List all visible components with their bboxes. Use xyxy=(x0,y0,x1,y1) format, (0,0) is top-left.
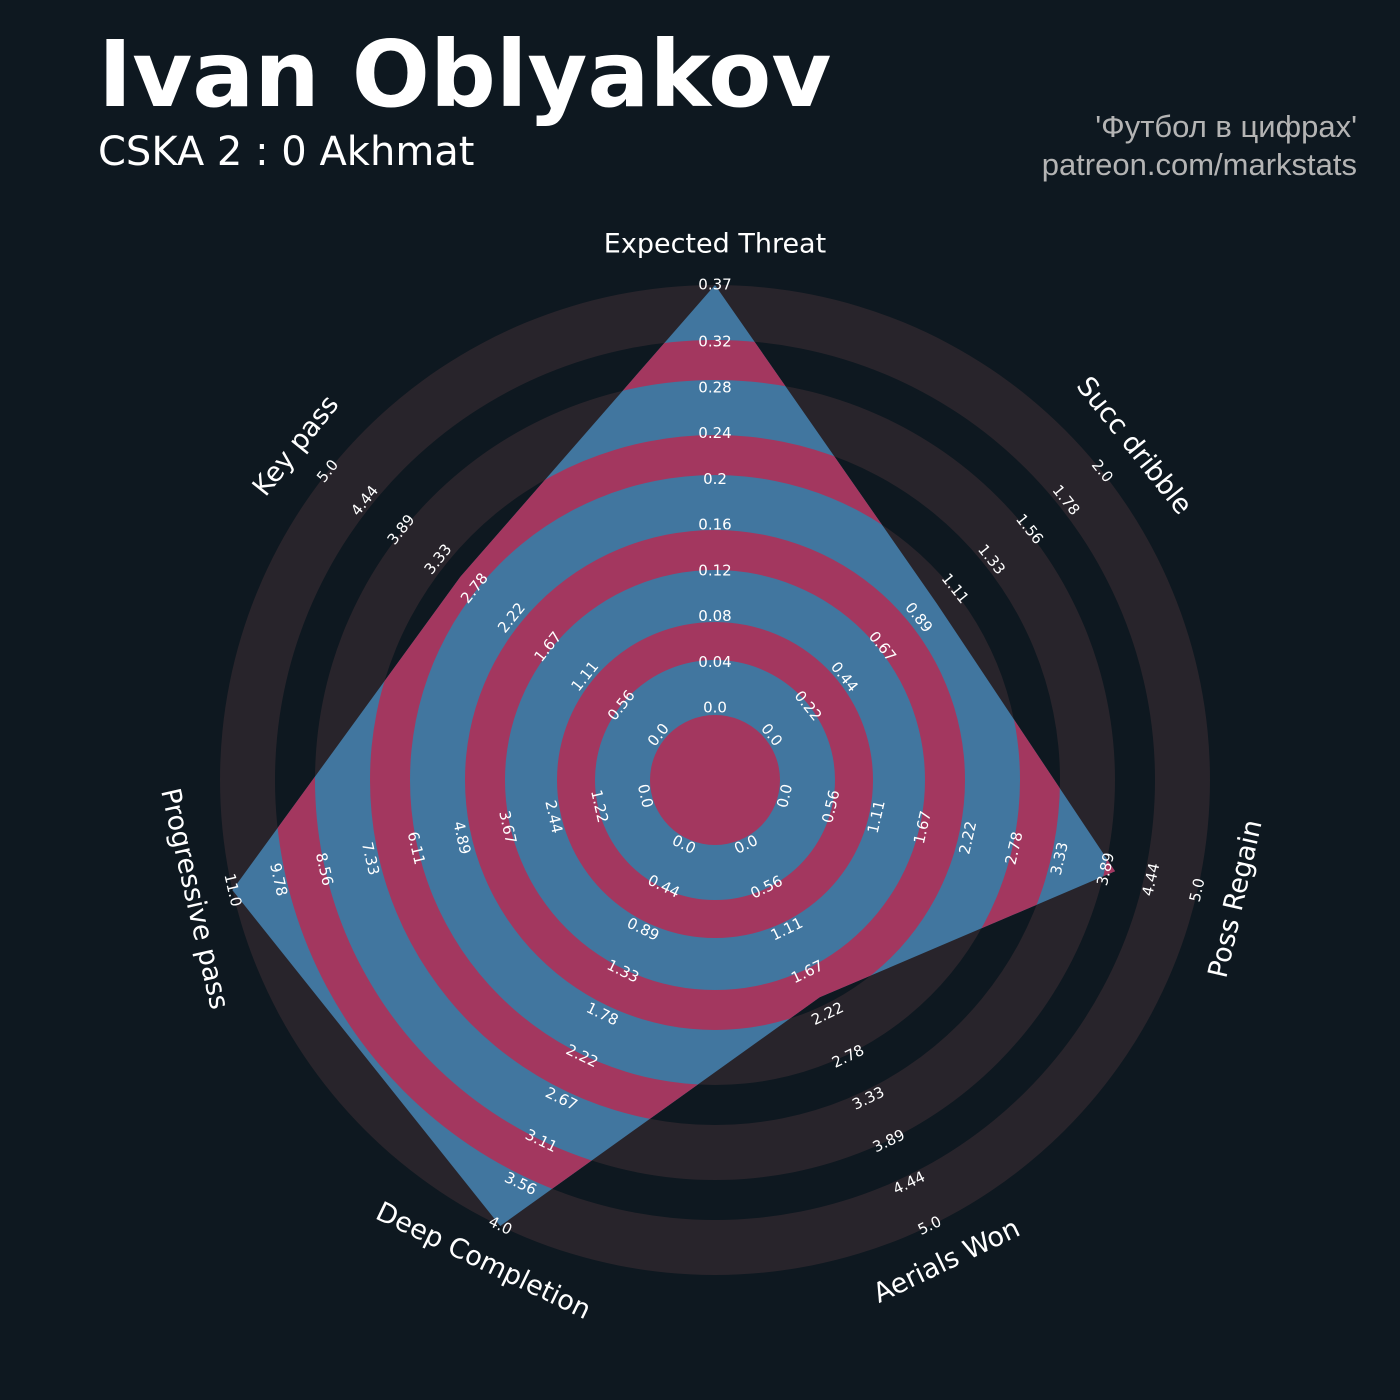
tick-label: 0.37 xyxy=(698,276,731,294)
tick-label: 0.08 xyxy=(698,607,731,625)
credit: patreon.com/markstats xyxy=(1042,147,1357,182)
tick-label: 0.12 xyxy=(698,561,731,579)
tick-label: 0.28 xyxy=(698,378,731,396)
ring-highlight xyxy=(650,715,780,845)
tick-label: 0.2 xyxy=(703,470,727,488)
tick-label: 0.32 xyxy=(698,333,731,351)
tick-label: 0.16 xyxy=(698,516,731,534)
tick-label: 0.0 xyxy=(634,782,657,809)
chart-subtitle: CSKA 2 : 0 Akhmat xyxy=(98,129,474,175)
credit: 'Футбол в цифрах' xyxy=(1095,109,1357,144)
tick-label: 0.04 xyxy=(698,653,731,671)
axis-label: Expected Threat xyxy=(604,229,826,260)
tick-label: 0.0 xyxy=(773,782,796,809)
chart-title: Ivan Oblyakov xyxy=(98,21,831,128)
tick-label: 0.0 xyxy=(703,699,727,717)
tick-label: 5.0 xyxy=(1186,876,1209,903)
tick-label: 0.24 xyxy=(698,424,731,442)
